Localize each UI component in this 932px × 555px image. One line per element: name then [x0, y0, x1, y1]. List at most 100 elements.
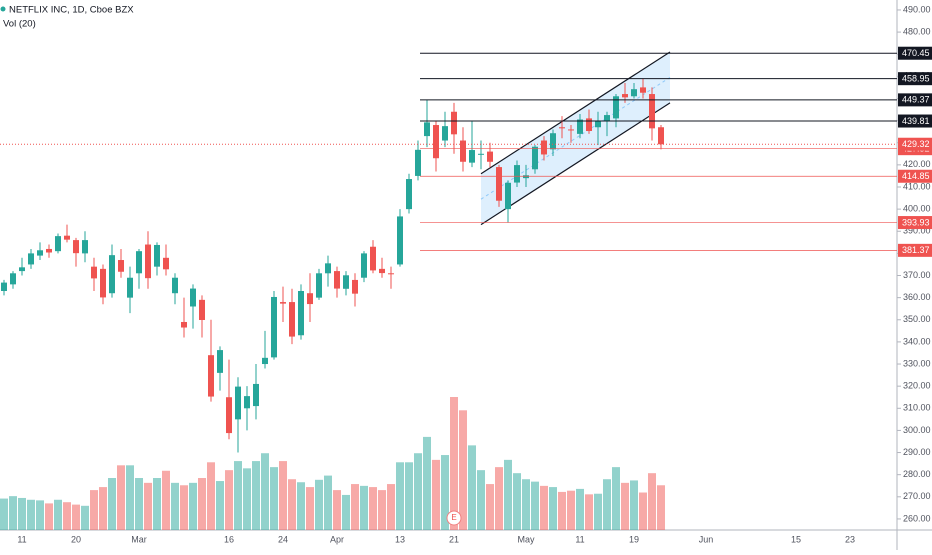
candle-body — [37, 250, 43, 256]
x-tick-label: 11 — [17, 534, 26, 544]
volume-bar — [369, 487, 377, 530]
candle-body — [172, 277, 178, 294]
price-tag — [898, 46, 932, 60]
volume-bar — [90, 490, 98, 530]
volume-bar — [378, 490, 386, 530]
volume-bar — [567, 490, 575, 530]
candle-body — [469, 150, 475, 163]
volume-bar — [594, 493, 602, 530]
candle-body — [55, 236, 61, 252]
volume-bar — [540, 485, 548, 530]
candle-body — [352, 279, 358, 294]
candle-body — [127, 277, 133, 298]
candle-body — [10, 273, 16, 285]
candle-body — [415, 149, 421, 176]
volume-bar — [531, 481, 539, 530]
volume-bar — [513, 473, 521, 530]
y-tick-label: 490.00 — [903, 4, 931, 14]
volume-bar — [648, 473, 656, 530]
volume-bar — [270, 467, 278, 530]
volume-bar — [207, 462, 215, 530]
volume-bar — [180, 485, 188, 530]
candle-body — [478, 153, 484, 155]
volume-bar — [144, 482, 152, 530]
volume-bar — [333, 490, 341, 530]
volume-bar — [216, 481, 224, 530]
x-tick-label: 20 — [71, 534, 81, 544]
candle-body — [1, 282, 7, 292]
price-tag-label: 439.81 — [902, 116, 930, 126]
y-tick-label: 410.00 — [903, 181, 931, 191]
y-tick-label: 350.00 — [903, 314, 931, 324]
volume-bar — [495, 467, 503, 530]
volume-bar — [612, 467, 620, 530]
candle-body — [577, 119, 583, 134]
x-tick-label: 21 — [449, 534, 459, 544]
x-tick-label: 13 — [395, 534, 405, 544]
candle-body — [379, 268, 385, 274]
candle-body — [613, 96, 619, 119]
candle-body — [136, 251, 142, 274]
price-tag — [898, 137, 932, 151]
candle-body — [217, 350, 223, 373]
volume-bar — [585, 494, 593, 530]
candle-body — [145, 244, 151, 279]
x-tick-label: Mar — [131, 534, 147, 544]
volume-bar — [315, 479, 323, 530]
candle-body — [280, 302, 286, 304]
volume-bar — [522, 479, 530, 530]
candle-body — [532, 146, 538, 170]
candle-body — [496, 167, 502, 201]
volume-bar — [54, 499, 62, 530]
volume-bar — [288, 479, 296, 530]
y-tick-label: 420.00 — [903, 159, 931, 169]
x-tick-label: May — [517, 534, 535, 544]
candle-body — [271, 296, 277, 358]
volume-bar — [243, 468, 251, 530]
channel-mid — [480, 77, 671, 200]
price-tag — [898, 216, 932, 230]
volume-bar — [0, 498, 8, 530]
candle-body — [46, 248, 52, 253]
volume-bar — [621, 482, 629, 530]
volume-bar — [198, 478, 206, 530]
candle-body — [82, 240, 88, 254]
x-tick-label: 24 — [278, 534, 288, 544]
volume-bar — [432, 459, 440, 530]
volume-bar — [459, 410, 467, 530]
volume-bar — [423, 436, 431, 530]
candle-body — [334, 271, 340, 289]
candle-body — [208, 355, 214, 397]
volume-bar — [72, 504, 80, 530]
candle-body — [631, 89, 637, 97]
candle-body — [460, 140, 466, 162]
candle-body — [451, 111, 457, 135]
channel-upper — [480, 51, 671, 175]
candle-body — [73, 240, 79, 254]
candle-body — [361, 253, 367, 278]
volume-bar — [153, 478, 161, 530]
volume-bar — [396, 462, 404, 530]
x-tick-label: 16 — [224, 534, 234, 544]
earnings-label: E — [451, 513, 456, 522]
price-tag — [898, 169, 932, 183]
candle-body — [100, 268, 106, 298]
y-tick-label: 390.00 — [903, 226, 931, 236]
candle-body — [19, 267, 25, 272]
volume-bar — [108, 478, 116, 530]
price-tag-label: 381.37 — [902, 245, 930, 255]
volume-bar — [117, 465, 125, 530]
candle-body — [568, 129, 574, 131]
volume-bar — [297, 482, 305, 530]
candle-body — [604, 115, 610, 121]
plot-area: E — [0, 51, 671, 530]
y-tick-label: 260.00 — [903, 513, 931, 523]
candle-body — [487, 151, 493, 162]
volume-bar — [486, 484, 494, 530]
price-tag-label: 414.85 — [902, 171, 930, 181]
volume-bar — [279, 461, 287, 530]
price-tag-label: 393.93 — [902, 217, 930, 227]
volume-bar — [126, 465, 134, 530]
candle-body — [226, 397, 232, 434]
